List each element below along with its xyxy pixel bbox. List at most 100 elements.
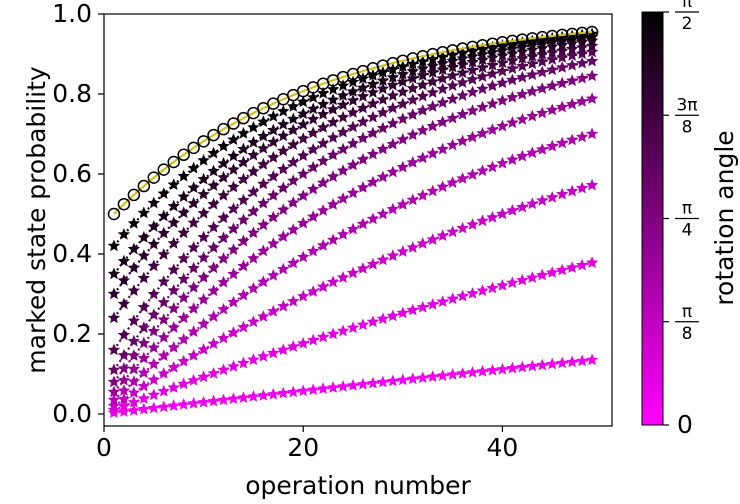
- star-point: [516, 149, 529, 162]
- x-axis-label: operation number: [245, 471, 471, 500]
- star-point: [157, 331, 170, 343]
- star-point: [267, 109, 280, 122]
- star-point: [466, 104, 479, 117]
- star-point: [446, 138, 459, 151]
- y-tick-label: 0.2: [52, 319, 92, 348]
- star-point: [117, 227, 131, 240]
- star-point: [366, 97, 380, 110]
- star-point: [436, 82, 449, 95]
- star-point: [187, 396, 200, 409]
- star-point: [575, 94, 589, 107]
- star-point: [396, 160, 410, 173]
- star-point: [297, 167, 310, 180]
- star-point: [396, 373, 410, 386]
- star-point: [237, 126, 250, 139]
- star-point: [306, 244, 320, 257]
- star-point: [536, 358, 549, 371]
- star-point: [546, 46, 559, 58]
- star-point: [167, 381, 180, 393]
- star-point: [267, 304, 280, 317]
- star-point: [147, 259, 160, 272]
- star-point: [207, 164, 220, 177]
- star-point: [446, 60, 459, 73]
- star-point: [565, 355, 579, 368]
- star-point: [575, 354, 589, 367]
- star-point: [506, 37, 519, 50]
- star-point: [446, 225, 459, 238]
- star-point: [167, 216, 180, 229]
- star-point: [436, 180, 449, 193]
- series-3: [107, 127, 599, 406]
- star-point: [416, 151, 429, 164]
- star-point: [446, 111, 459, 124]
- star-point: [526, 197, 539, 210]
- star-point: [386, 101, 400, 114]
- star-point: [227, 180, 240, 193]
- star-point: [486, 210, 499, 223]
- circle-point: [107, 207, 121, 221]
- star-point: [117, 384, 131, 396]
- star-point: [316, 107, 330, 120]
- circle-point: [565, 27, 579, 41]
- star-point: [346, 94, 360, 106]
- circle-point: [555, 28, 569, 42]
- star-point: [546, 139, 559, 152]
- star-point: [536, 194, 549, 206]
- star-point: [177, 169, 190, 182]
- star-point: [436, 63, 449, 76]
- star-point: [326, 103, 340, 115]
- star-point: [177, 377, 190, 390]
- star-point: [257, 142, 270, 154]
- star-point: [247, 282, 260, 294]
- colorbar-tick-label: 3π8: [675, 95, 699, 137]
- star-point: [207, 366, 220, 379]
- star-point: [217, 139, 230, 152]
- series-8: [107, 39, 599, 324]
- star-point: [247, 185, 260, 198]
- star-point: [406, 108, 419, 120]
- star-point: [197, 206, 210, 219]
- star-point: [476, 61, 489, 73]
- star-point: [376, 207, 390, 220]
- star-point: [297, 216, 310, 229]
- star-point: [446, 69, 459, 81]
- star-point: [546, 357, 559, 370]
- star-point: [396, 198, 410, 210]
- star-point: [326, 148, 340, 161]
- star-point: [197, 154, 210, 166]
- star-point: [107, 363, 121, 376]
- star-point: [526, 146, 539, 159]
- star-point: [336, 228, 350, 240]
- star-point: [506, 47, 519, 59]
- star-point: [585, 39, 599, 52]
- star-point: [217, 363, 230, 376]
- star-point: [267, 189, 280, 201]
- star-point: [536, 41, 549, 54]
- star-point: [277, 129, 290, 142]
- star-point: [127, 395, 141, 408]
- star-point: [326, 131, 340, 143]
- star-point: [187, 280, 200, 293]
- star-point: [456, 107, 469, 120]
- star-point: [476, 164, 489, 177]
- star-point: [366, 376, 380, 389]
- star-point: [227, 163, 240, 175]
- star-point: [147, 287, 160, 300]
- star-point: [316, 176, 330, 189]
- star-point: [197, 172, 210, 185]
- star-point: [247, 148, 260, 161]
- star-point: [346, 106, 360, 118]
- star-point: [197, 343, 210, 355]
- circle-point: [466, 40, 479, 54]
- circle-point: [127, 188, 141, 202]
- star-point: [426, 370, 439, 383]
- circle-point: [177, 148, 190, 162]
- star-point: [167, 199, 180, 212]
- star-point: [346, 120, 360, 133]
- star-point: [336, 110, 350, 123]
- star-point: [257, 218, 270, 231]
- star-point: [356, 318, 370, 331]
- star-point: [217, 188, 230, 201]
- star-point: [585, 127, 599, 140]
